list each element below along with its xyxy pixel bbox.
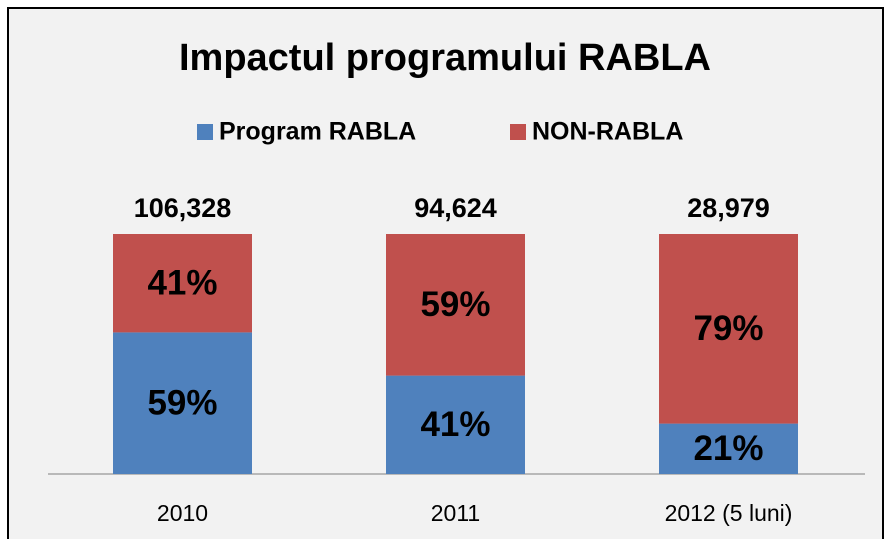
data-label: 79% <box>693 309 763 348</box>
x-tick-label: 2010 <box>157 500 208 526</box>
total-label: 94,624 <box>414 193 497 223</box>
data-label: 41% <box>147 263 217 302</box>
chart-title: Impactul programului RABLA <box>179 37 711 79</box>
legend-swatch <box>197 124 213 140</box>
bar-segment <box>659 423 798 474</box>
bar-segment <box>386 375 525 474</box>
legend-swatch <box>510 124 526 140</box>
legend-label: Program RABLA <box>219 118 416 146</box>
data-label: 59% <box>147 383 217 422</box>
data-label: 21% <box>693 429 763 468</box>
bar-segment <box>386 234 525 376</box>
x-tick-label: 2012 (5 luni) <box>665 500 793 526</box>
bar-segment <box>659 234 798 424</box>
total-label: 28,979 <box>687 193 770 223</box>
legend-label: NON-RABLA <box>532 118 683 146</box>
data-label: 59% <box>420 285 490 324</box>
total-label: 106,328 <box>134 193 232 223</box>
bar-segment <box>113 332 252 474</box>
x-tick-label: 2011 <box>431 500 480 526</box>
data-label: 41% <box>420 405 490 444</box>
bar-segment <box>113 234 252 333</box>
